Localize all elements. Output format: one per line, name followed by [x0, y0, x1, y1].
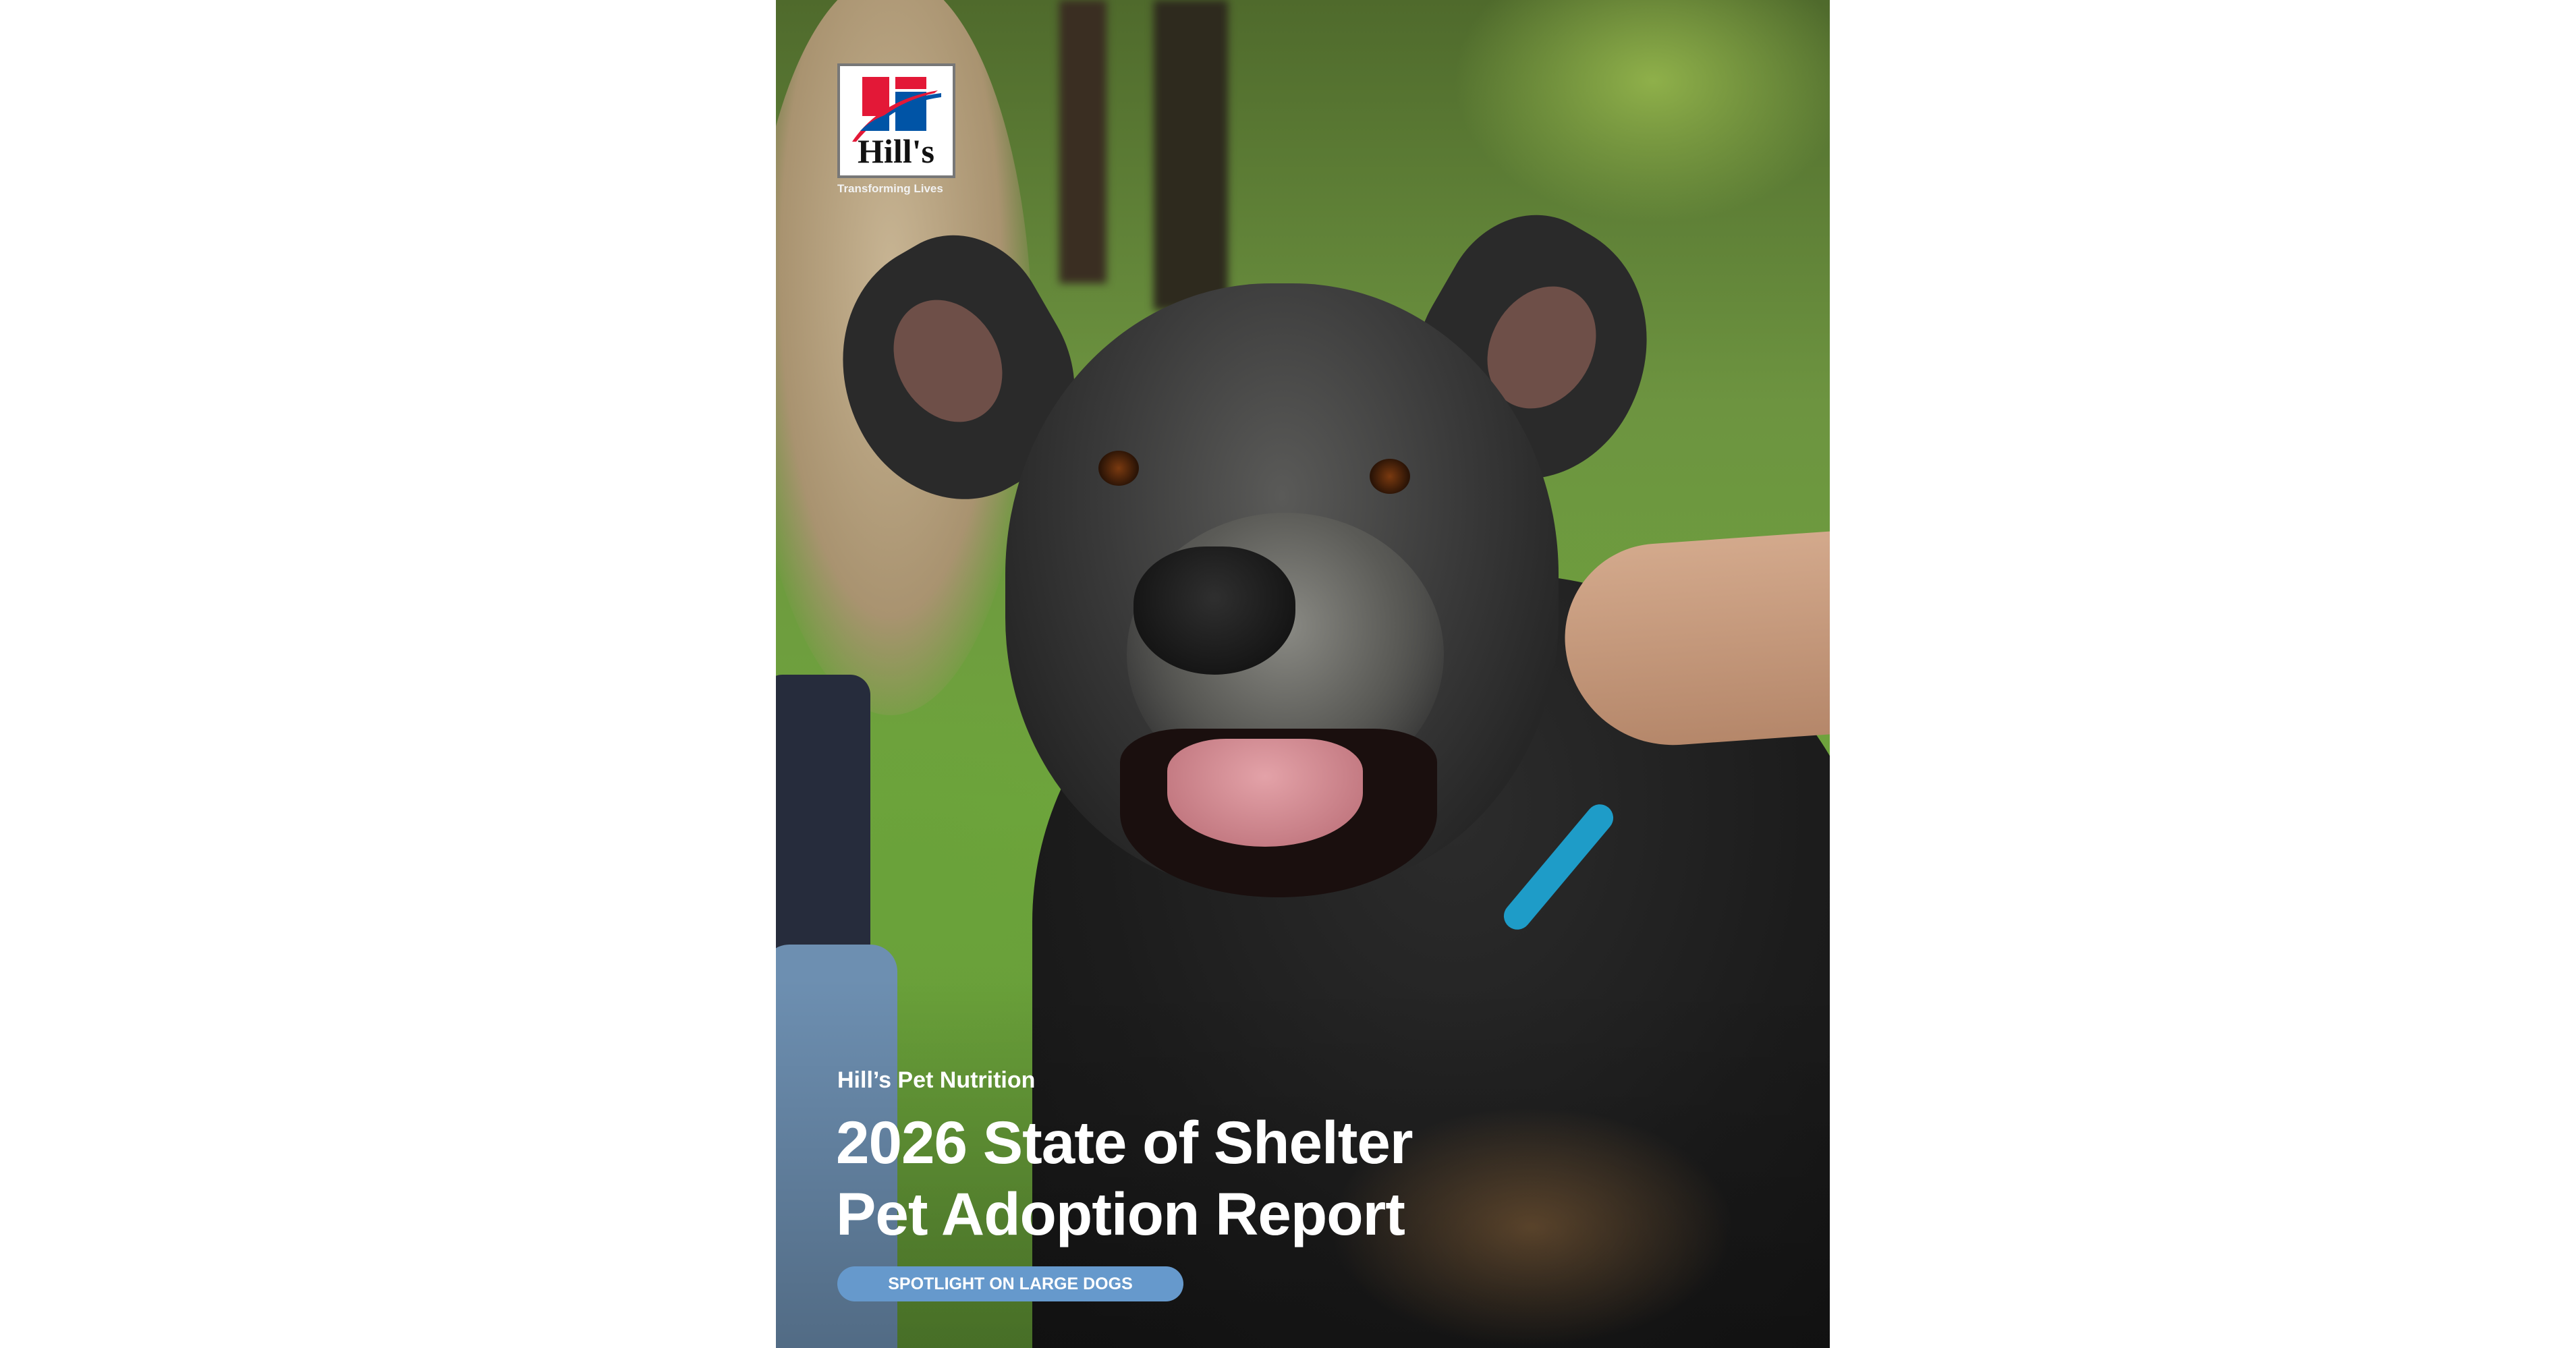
person-sleeve	[776, 675, 870, 978]
report-cover: Hill's Transforming Lives Hill’s Pet Nut…	[776, 0, 1830, 1348]
logo-wordmark: Hill's	[858, 132, 934, 170]
logo-tagline: Transforming Lives	[837, 182, 943, 195]
title-line-1: 2026 State of Shelter	[836, 1108, 1413, 1176]
dog-eye	[1370, 459, 1410, 494]
dog-eye	[1098, 451, 1139, 486]
report-title: 2026 State of Shelter Pet Adoption Repor…	[836, 1106, 1413, 1249]
hills-logo: Hill's	[837, 63, 955, 178]
dog-nose	[1133, 546, 1295, 675]
spotlight-badge: SPOTLIGHT ON LARGE DOGS	[837, 1266, 1183, 1301]
dog-chest	[1329, 1106, 1734, 1348]
hills-logo-mark-icon: Hill's	[852, 77, 941, 170]
dog-tongue	[1167, 739, 1363, 847]
tree-trunk	[1154, 0, 1228, 310]
publisher-name: Hill’s Pet Nutrition	[837, 1067, 1036, 1093]
title-line-2: Pet Adoption Report	[836, 1180, 1405, 1247]
tree-trunk	[1059, 0, 1107, 283]
